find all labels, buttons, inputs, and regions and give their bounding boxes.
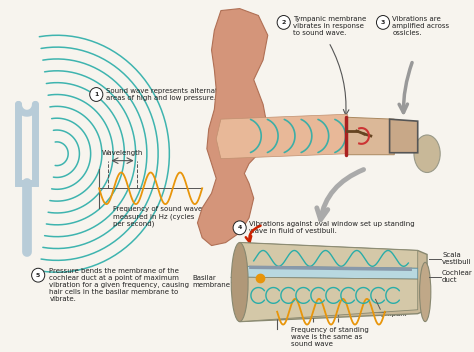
Text: Frequency of sound wave
measured in Hz (cycles
per second): Frequency of sound wave measured in Hz (… bbox=[113, 206, 202, 227]
Text: Basilar
membrane: Basilar membrane bbox=[193, 275, 231, 288]
Text: 1: 1 bbox=[94, 92, 99, 97]
Text: Vibrations against oval window set up standing
wave in fluid of vestibuli.: Vibrations against oval window set up st… bbox=[249, 221, 415, 234]
Polygon shape bbox=[216, 114, 352, 159]
Ellipse shape bbox=[414, 135, 440, 172]
Circle shape bbox=[233, 221, 246, 235]
Text: 4: 4 bbox=[237, 225, 242, 230]
Text: Wavelength: Wavelength bbox=[102, 150, 143, 156]
Text: Sound wave represents alternating
areas of high and low pressure.: Sound wave represents alternating areas … bbox=[106, 88, 228, 101]
Text: Frequency of standing
wave is the same as
sound wave: Frequency of standing wave is the same a… bbox=[291, 327, 369, 346]
Text: Scala
vestibuli: Scala vestibuli bbox=[442, 252, 472, 265]
Text: 3: 3 bbox=[381, 20, 385, 25]
Polygon shape bbox=[240, 266, 418, 279]
Circle shape bbox=[90, 88, 103, 101]
Ellipse shape bbox=[419, 262, 431, 322]
Circle shape bbox=[277, 15, 290, 29]
Text: Tympanic membrane
vibrates in response
to sound wave.: Tympanic membrane vibrates in response t… bbox=[293, 15, 366, 36]
Ellipse shape bbox=[231, 243, 248, 322]
Polygon shape bbox=[198, 8, 268, 246]
Circle shape bbox=[32, 268, 45, 282]
Polygon shape bbox=[240, 243, 427, 322]
Text: 5: 5 bbox=[36, 273, 40, 278]
Text: Pressure bends the membrane of the
cochlear duct at a point of maximum
vibration: Pressure bends the membrane of the cochl… bbox=[49, 268, 190, 302]
Polygon shape bbox=[240, 277, 418, 322]
Text: Cochlear
duct: Cochlear duct bbox=[442, 270, 473, 283]
Polygon shape bbox=[240, 243, 418, 268]
Text: Scala tympani: Scala tympani bbox=[357, 311, 407, 317]
Polygon shape bbox=[390, 119, 418, 153]
Text: Vibrations are
amplified across
ossicles.: Vibrations are amplified across ossicles… bbox=[392, 15, 449, 36]
Text: Organ of Corti: Organ of Corti bbox=[249, 256, 298, 262]
Text: 2: 2 bbox=[282, 20, 286, 25]
Circle shape bbox=[376, 15, 390, 29]
Polygon shape bbox=[346, 117, 394, 155]
